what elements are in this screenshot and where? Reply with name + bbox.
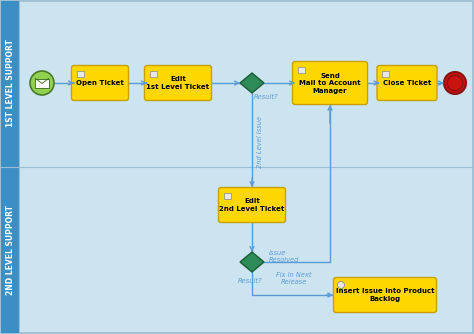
- Circle shape: [337, 282, 345, 289]
- Text: Send
Mail to Account
Manager: Send Mail to Account Manager: [299, 72, 361, 94]
- FancyBboxPatch shape: [334, 278, 437, 313]
- Text: Result?: Result?: [254, 94, 279, 100]
- FancyBboxPatch shape: [292, 61, 367, 105]
- FancyBboxPatch shape: [72, 65, 128, 101]
- Bar: [383, 71, 390, 77]
- Text: Issue
Resolved: Issue Resolved: [269, 249, 300, 263]
- Text: 1ST LEVEL SUPPORT: 1ST LEVEL SUPPORT: [6, 39, 15, 127]
- Text: 2nd Level Issue: 2nd Level Issue: [257, 116, 263, 168]
- Circle shape: [447, 75, 463, 91]
- Text: Fix in Next
Release: Fix in Next Release: [276, 272, 312, 285]
- FancyBboxPatch shape: [377, 65, 437, 101]
- Bar: [298, 67, 305, 73]
- Text: 2ND LEVEL SUPPORT: 2ND LEVEL SUPPORT: [6, 205, 15, 295]
- FancyBboxPatch shape: [145, 65, 211, 101]
- Text: Close Ticket: Close Ticket: [383, 80, 431, 86]
- FancyBboxPatch shape: [219, 187, 285, 222]
- Bar: [224, 193, 231, 199]
- Text: Edit
1st Level Ticket: Edit 1st Level Ticket: [146, 76, 210, 90]
- Text: Edit
2nd Level Ticket: Edit 2nd Level Ticket: [219, 198, 285, 212]
- Polygon shape: [240, 73, 264, 93]
- Bar: [36, 78, 49, 88]
- Bar: [1, 1, 19, 333]
- Text: Insert Issue into Product
Backlog: Insert Issue into Product Backlog: [336, 288, 434, 302]
- Text: Open Ticket: Open Ticket: [76, 80, 124, 86]
- Polygon shape: [240, 252, 264, 272]
- Text: Result?: Result?: [238, 278, 262, 284]
- Circle shape: [444, 72, 466, 94]
- Bar: [77, 71, 84, 77]
- Bar: [150, 71, 157, 77]
- Circle shape: [30, 71, 54, 95]
